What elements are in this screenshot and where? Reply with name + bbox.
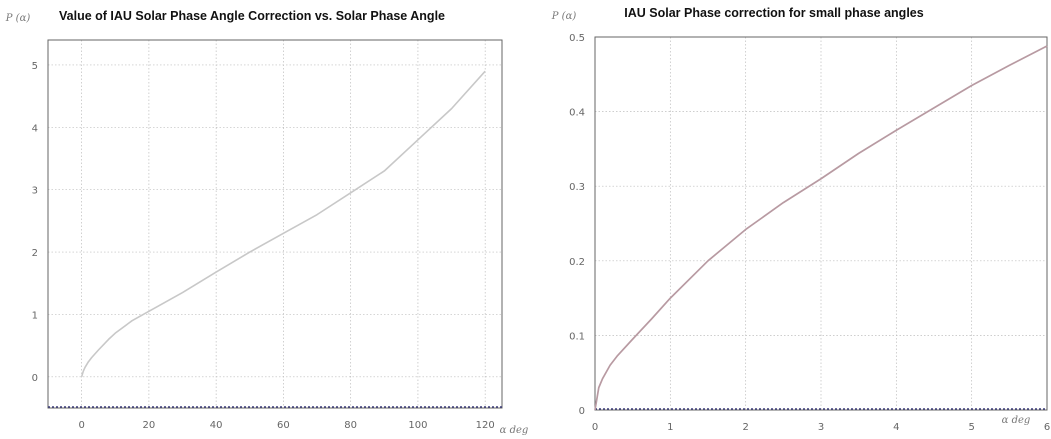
chart-2-x-tick-label: 4	[893, 422, 899, 433]
chart-1-x-tick-label: 0	[78, 420, 84, 431]
chart-1-x-axis-label: α deg	[500, 425, 529, 436]
chart-1-y-axis-label: P (α)	[5, 13, 31, 24]
chart-1-y-tick-label: 5	[32, 61, 38, 72]
chart-1-y-tick-label: 0	[32, 373, 38, 384]
chart-1-plot-frame	[47, 39, 503, 409]
chart-2-y-axis-label: P (α)	[551, 11, 577, 22]
chart-2-title: IAU Solar Phase correction for small pha…	[624, 6, 923, 20]
chart-2-x-tick-label: 5	[968, 422, 974, 433]
chart-1-x-tick-label: 40	[210, 420, 223, 431]
chart-1-y-tick-label: 1	[32, 310, 38, 321]
chart-1-x-tick-label: 20	[143, 420, 156, 431]
chart-2-y-tick-label: 0	[579, 406, 585, 417]
chart-1-x-tick-label: 60	[277, 420, 290, 431]
chart-1-x-tick-label: 100	[408, 420, 427, 431]
chart-2-x-tick-label: 1	[667, 422, 673, 433]
chart-2-plot-frame	[594, 36, 1048, 411]
chart-2-y-tick-label: 0.4	[569, 108, 585, 119]
chart-2-plot: 0 1 2 3 4 5 6 0 0.1 0.2 0.3 0.4 0.5	[569, 33, 1050, 433]
chart-2-y-tick-label: 0.1	[569, 331, 585, 342]
chart-1-y-tick-label: 3	[32, 186, 38, 197]
chart-2-y-tick-label: 0.3	[569, 182, 585, 193]
chart-1-y-tick-label: 2	[32, 248, 38, 259]
chart-1-series-line	[80, 70, 486, 378]
chart-2-x-axis-label: α deg	[1002, 415, 1031, 426]
chart-2-x-tick-label: 0	[592, 422, 598, 433]
chart-1-x-tick-label: 80	[344, 420, 357, 431]
chart-2-y-tick-label: 0.5	[569, 33, 585, 44]
chart-1-x-tick-label: 120	[476, 420, 495, 431]
chart-1-title: Value of IAU Solar Phase Angle Correctio…	[59, 9, 445, 23]
chart-2-y-tick-label: 0.2	[569, 257, 585, 268]
chart-1-y-tick-label: 4	[32, 123, 38, 134]
chart-2-x-tick-label: 2	[742, 422, 748, 433]
chart-1-plot: 0 20 40 60 80 100 120 0 1 2 3 4 5	[32, 39, 503, 431]
chart-2-series-line	[594, 45, 1048, 411]
chart-2-x-tick-label: 6	[1044, 422, 1050, 433]
chart-2-x-tick-label: 3	[818, 422, 824, 433]
